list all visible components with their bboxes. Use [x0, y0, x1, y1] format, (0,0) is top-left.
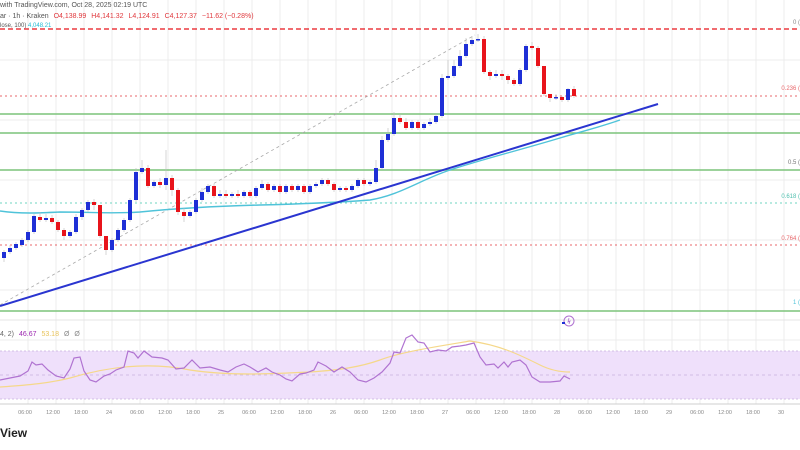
svg-text:18:00: 18:00 [74, 410, 88, 416]
rsi-line [0, 334, 571, 383]
change-value: −11.62 (−0.28%) [201, 13, 254, 20]
open-value: O4,138.99 [53, 13, 87, 20]
svg-text:06:00: 06:00 [242, 410, 256, 416]
rsi-label: 4, 2) [0, 331, 15, 338]
svg-text:18:00: 18:00 [410, 410, 424, 416]
svg-text:18:00: 18:00 [746, 410, 760, 416]
ohlc-legend: ar · 1h · Kraken O4,138.99 H4,141.32 L4,… [0, 13, 254, 20]
svg-text:27: 27 [442, 410, 448, 416]
svg-text:12:00: 12:00 [606, 410, 620, 416]
rsi-ma-line [0, 340, 571, 388]
fib-label-1: 1 ( [792, 300, 800, 306]
fib-label-0764: 0.764 ( [781, 236, 800, 242]
svg-text:06:00: 06:00 [466, 410, 480, 416]
rsi-value: 46.67 [18, 331, 37, 338]
svg-text:12:00: 12:00 [718, 410, 732, 416]
svg-text:24: 24 [106, 410, 112, 416]
rsi-ma-value: 53.18 [41, 331, 59, 338]
fib-label-0236: 0.236 ( [781, 86, 800, 92]
svg-text:28: 28 [554, 410, 560, 416]
symbol-label[interactable]: ar · 1h · Kraken [0, 13, 49, 20]
svg-text:06:00: 06:00 [578, 410, 592, 416]
ma-label: lose, 100) [0, 23, 27, 29]
fib-label-0618: 0.618 ( [781, 194, 800, 200]
svg-text:25: 25 [218, 410, 224, 416]
svg-text:12:00: 12:00 [494, 410, 508, 416]
svg-text:06:00: 06:00 [130, 410, 144, 416]
rsi-legend[interactable]: 4, 2) 46.67 53.18 Ø Ø [0, 331, 80, 338]
svg-text:26: 26 [330, 410, 336, 416]
fib-label-0: 0 ( [792, 20, 800, 26]
ma-value: 4,048.21 [28, 23, 52, 29]
svg-text:18:00: 18:00 [186, 410, 200, 416]
rsi-extra-1: Ø [63, 331, 70, 338]
low-value: L4,124.91 [128, 13, 160, 20]
ma-legend[interactable]: lose, 100) 4,048.21 [0, 23, 51, 29]
svg-text:06:00: 06:00 [18, 410, 32, 416]
svg-text:12:00: 12:00 [158, 410, 172, 416]
svg-text:30: 30 [778, 410, 784, 416]
svg-text:12:00: 12:00 [270, 410, 284, 416]
fib-levels [0, 28, 800, 246]
tradingview-brand: View [0, 426, 28, 440]
high-value: H4,141.32 [91, 13, 124, 20]
svg-text:29: 29 [666, 410, 672, 416]
attribution-text: with TradingView.com, Oct 28, 2025 02:19… [0, 2, 148, 9]
svg-text:18:00: 18:00 [298, 410, 312, 416]
svg-text:06:00: 06:00 [354, 410, 368, 416]
trendline [0, 103, 659, 307]
rsi-extra-2: Ø [74, 331, 80, 338]
alert-clock-icon[interactable] [562, 315, 575, 327]
fib-trend-line [0, 34, 476, 306]
svg-text:18:00: 18:00 [522, 410, 536, 416]
svg-text:12:00: 12:00 [382, 410, 396, 416]
svg-text:18:00: 18:00 [634, 410, 648, 416]
fib-label-05: 0.5 ( [787, 160, 800, 166]
svg-text:06:00: 06:00 [690, 410, 704, 416]
svg-text:12:00: 12:00 [46, 410, 60, 416]
close-value: C4,127.37 [164, 13, 197, 20]
sma-line [0, 119, 621, 214]
